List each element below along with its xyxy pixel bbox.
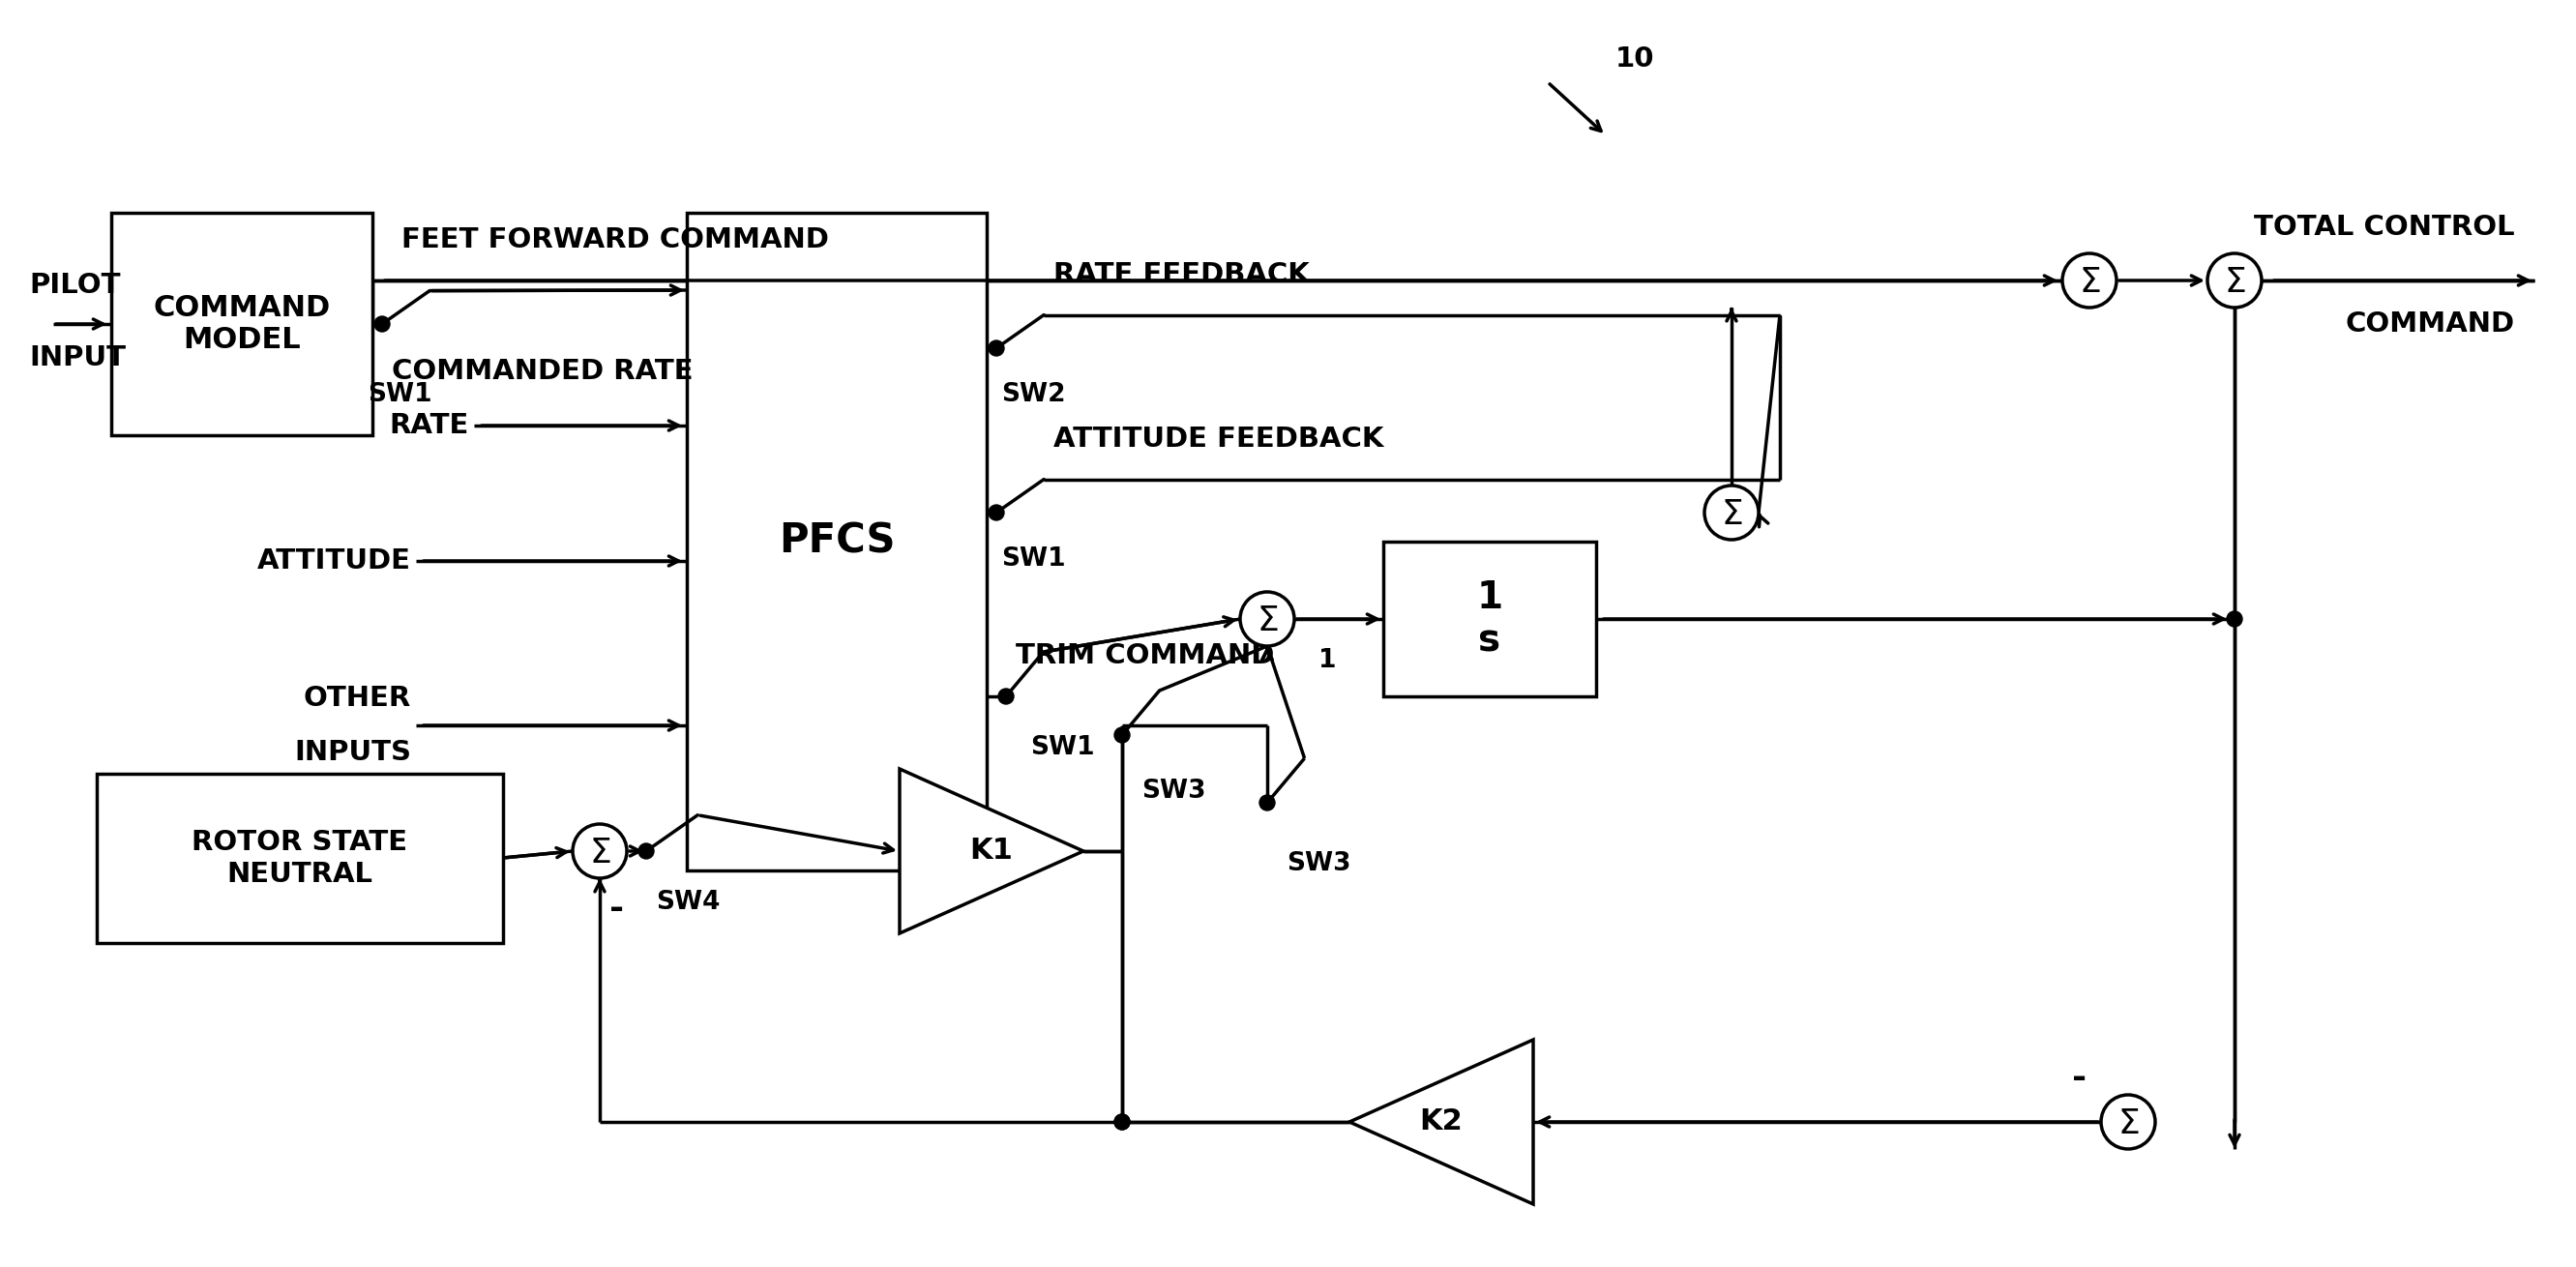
Text: SW2: SW2	[1002, 383, 1066, 407]
Circle shape	[2063, 253, 2117, 308]
Text: K1: K1	[969, 837, 1012, 865]
Text: INPUT: INPUT	[28, 345, 126, 371]
Text: PILOT: PILOT	[28, 272, 121, 299]
Text: TRIM COMMAND: TRIM COMMAND	[1015, 642, 1275, 669]
Polygon shape	[1350, 1040, 1533, 1204]
Text: COMMAND: COMMAND	[2347, 310, 2514, 337]
Text: $\Sigma$: $\Sigma$	[1257, 604, 1278, 637]
Text: ATTITUDE FEEDBACK: ATTITUDE FEEDBACK	[1054, 426, 1383, 452]
Text: $\Sigma$: $\Sigma$	[2223, 266, 2246, 299]
Text: COMMANDED RATE: COMMANDED RATE	[392, 357, 693, 385]
Circle shape	[2102, 1095, 2156, 1149]
Circle shape	[989, 341, 1005, 356]
Text: $\Sigma$: $\Sigma$	[1721, 498, 1741, 531]
Text: TOTAL CONTROL: TOTAL CONTROL	[2254, 214, 2514, 241]
Text: INPUTS: INPUTS	[294, 739, 412, 767]
Bar	[98, 774, 502, 943]
Text: 10: 10	[1615, 46, 1654, 72]
Text: 1: 1	[1319, 647, 1337, 673]
Text: K2: K2	[1419, 1107, 1463, 1136]
Circle shape	[1260, 794, 1275, 811]
Text: FEET FORWARD COMMAND: FEET FORWARD COMMAND	[402, 227, 829, 253]
Text: RATE FEEDBACK: RATE FEEDBACK	[1054, 261, 1309, 288]
Circle shape	[1115, 727, 1131, 742]
Polygon shape	[899, 769, 1084, 934]
Text: OTHER: OTHER	[304, 684, 412, 712]
Circle shape	[1115, 1114, 1131, 1130]
Circle shape	[1115, 1114, 1131, 1130]
Circle shape	[374, 317, 389, 332]
Circle shape	[1239, 592, 1293, 646]
Circle shape	[2208, 253, 2262, 308]
Text: SW1: SW1	[1002, 546, 1066, 571]
Text: ATTITUDE: ATTITUDE	[258, 547, 412, 574]
Bar	[1383, 541, 1597, 697]
Text: SW1: SW1	[1030, 735, 1095, 760]
Text: 1
s: 1 s	[1476, 579, 1502, 659]
Text: -: -	[2071, 1062, 2087, 1095]
Text: -: -	[611, 893, 623, 926]
Bar	[111, 213, 374, 436]
Text: SW1: SW1	[368, 383, 433, 407]
Circle shape	[989, 504, 1005, 521]
Bar	[688, 213, 987, 870]
Text: $\Sigma$: $\Sigma$	[2079, 266, 2099, 299]
Text: PFCS: PFCS	[778, 521, 894, 563]
Text: RATE: RATE	[389, 412, 469, 440]
Circle shape	[1705, 485, 1759, 540]
Text: $\Sigma$: $\Sigma$	[590, 836, 611, 869]
Circle shape	[572, 824, 626, 878]
Circle shape	[639, 844, 654, 859]
Text: COMMAND
MODEL: COMMAND MODEL	[152, 294, 330, 355]
Text: SW3: SW3	[1285, 851, 1350, 877]
Text: SW3: SW3	[1141, 779, 1206, 803]
Text: ROTOR STATE
NEUTRAL: ROTOR STATE NEUTRAL	[193, 829, 407, 888]
Text: SW4: SW4	[657, 889, 721, 915]
Text: $\Sigma$: $\Sigma$	[2117, 1107, 2138, 1140]
Circle shape	[999, 689, 1015, 704]
Circle shape	[2226, 611, 2241, 627]
